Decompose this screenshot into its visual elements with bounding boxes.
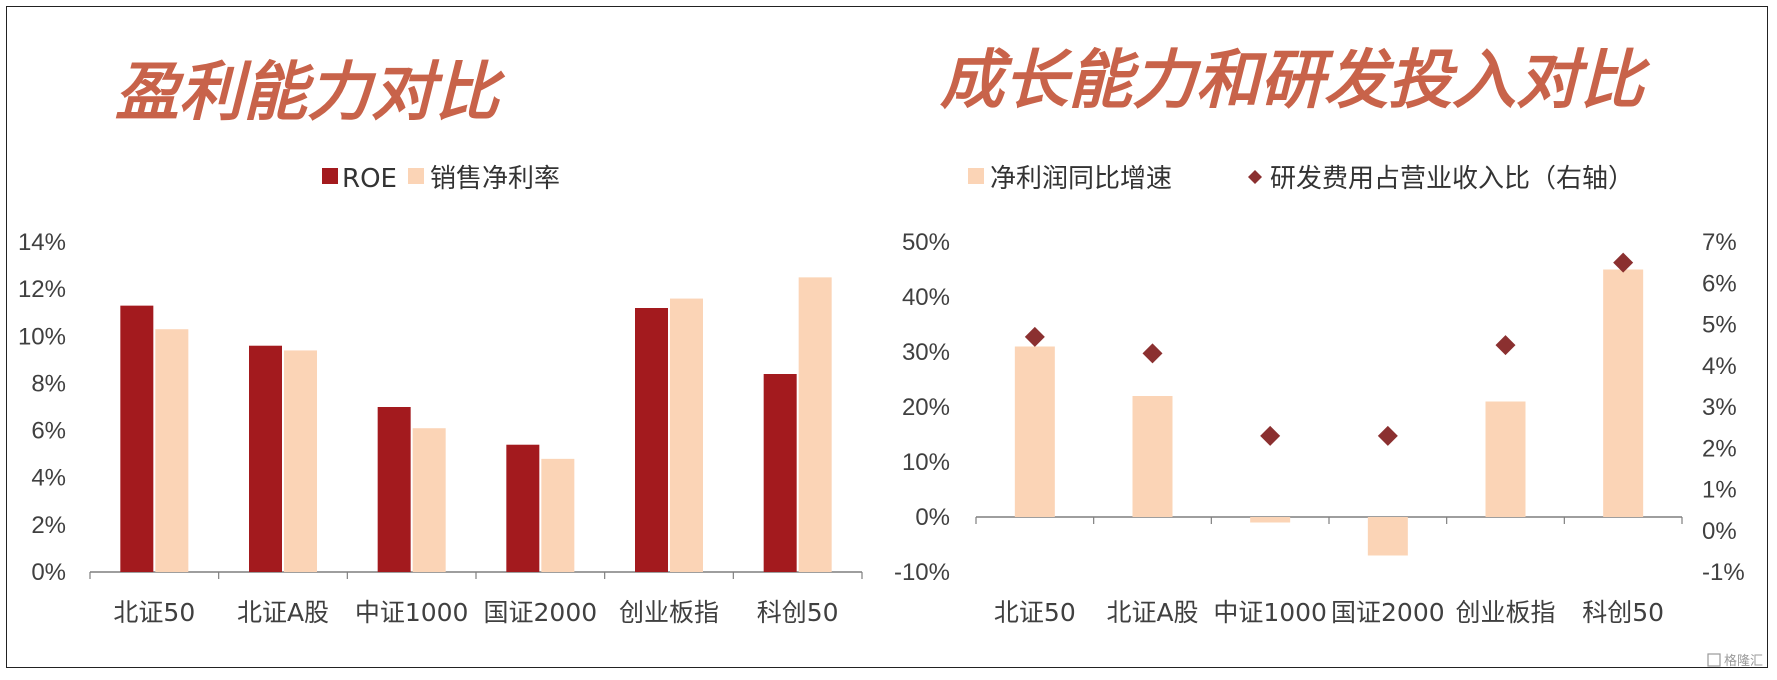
profit-growth-bar — [1014, 346, 1055, 517]
right-chart-right-y-tick-label: 1% — [1702, 477, 1737, 504]
roe-bar — [377, 407, 411, 572]
right-chart-right-y-tick-label: -1% — [1702, 559, 1745, 586]
right-chart-right-y-tick-label: 4% — [1702, 353, 1737, 380]
net-margin-bar — [412, 428, 446, 572]
rd-ratio-point — [1495, 335, 1516, 356]
profit-growth-bar — [1250, 517, 1291, 523]
right-chart-right-y-tick-label: 7% — [1702, 229, 1737, 256]
left-y-tick-label: 10% — [18, 323, 66, 350]
left-y-tick-label: 14% — [18, 229, 66, 256]
roe-bar — [635, 308, 668, 572]
watermark-icon — [1707, 653, 1721, 667]
left-x-category-label: 科创50 — [757, 598, 839, 627]
left-chart-title: 盈利能力对比 — [115, 55, 506, 130]
left-y-tick-label: 0% — [31, 559, 66, 586]
legend-label-rd-ratio: 研发费用占营业收入比（右轴） — [1270, 164, 1634, 194]
right-chart-title: 成长能力和研发投入对比 — [940, 43, 1651, 118]
left-x-category-label: 北证A股 — [237, 598, 329, 627]
left-x-category-label: 中证1000 — [355, 598, 469, 627]
net-margin-bar — [284, 350, 317, 572]
right-x-category-label: 中证1000 — [1213, 598, 1327, 627]
right-x-category-label: 北证50 — [994, 598, 1076, 627]
left-x-category-label: 北证50 — [113, 598, 195, 627]
right-chart-left-y-tick-label: 20% — [902, 394, 950, 421]
right-chart-left-y-tick-label: 10% — [902, 449, 950, 476]
legend-label-net-margin: 销售净利率 — [430, 164, 560, 194]
rd-ratio-point — [1260, 425, 1281, 446]
right-x-category-label: 国证2000 — [1331, 598, 1445, 627]
profit-growth-bar — [1132, 396, 1173, 517]
legend-label-profit-growth: 净利润同比增速 — [990, 164, 1172, 194]
left-x-category-label: 创业板指 — [619, 598, 719, 627]
right-chart-right-y-tick-label: 5% — [1702, 312, 1737, 339]
right-x-category-label: 科创50 — [1582, 598, 1664, 627]
right-x-category-label: 创业板指 — [1455, 598, 1555, 627]
rd-ratio-point — [1613, 252, 1634, 273]
rd-ratio-point — [1142, 343, 1163, 364]
right-chart-left-y-tick-label: 40% — [902, 284, 950, 311]
rd-ratio-point — [1024, 326, 1045, 347]
profit-growth-bar — [1367, 517, 1408, 556]
roe-bar — [763, 374, 797, 572]
watermark: 格隆汇 — [1724, 653, 1763, 668]
left-y-tick-label: 12% — [18, 276, 66, 303]
right-chart-right-y-tick-label: 3% — [1702, 394, 1737, 421]
net-margin-bar — [798, 277, 832, 572]
right-chart-left-y-tick-label: 50% — [902, 229, 950, 256]
right-chart-left-y-tick-label: 0% — [915, 504, 950, 531]
right-chart-right-y-tick-label: 2% — [1702, 435, 1737, 462]
legend-marker-rd-ratio — [1248, 170, 1262, 184]
left-bar-chart: 0% 2% 4% 6% 8% 10% 12% 14% 北证50 北证A股 中证1000 国证2000 创… — [18, 229, 863, 627]
net-margin-bar — [541, 458, 575, 572]
legend-swatch-roe — [322, 168, 338, 184]
right-chart-left-y-tick-label: -10% — [894, 559, 950, 586]
right-chart-right-y-tick-label: 6% — [1702, 270, 1737, 297]
left-y-tick-label: 6% — [31, 418, 66, 445]
roe-bar — [120, 305, 154, 572]
roe-bar — [249, 345, 282, 572]
right-chart-left-y-tick-label: 30% — [902, 339, 950, 366]
net-margin-bar — [670, 298, 703, 572]
left-y-tick-label: 4% — [31, 465, 66, 492]
profit-growth-bar — [1485, 401, 1526, 517]
right-chart-right-y-tick-label: 0% — [1702, 518, 1737, 545]
profit-growth-bar — [1603, 269, 1644, 517]
net-margin-bar — [155, 329, 189, 572]
left-y-tick-label: 2% — [31, 512, 66, 539]
left-x-category-label: 国证2000 — [484, 598, 598, 627]
right-x-category-label: 北证A股 — [1106, 598, 1198, 627]
legend-swatch-net-margin — [408, 168, 424, 184]
legend-swatch-profit-growth — [968, 168, 984, 184]
roe-bar — [506, 444, 540, 572]
rd-ratio-point — [1377, 425, 1398, 446]
right-combo-chart: -10% 0% 10% 20% 30% 40% 50% -1% 0% 1% 2% 3% 4% 5% 6% 7%… — [894, 229, 1745, 627]
left-y-tick-label: 8% — [31, 370, 66, 397]
legend-label-roe: ROE — [342, 164, 397, 194]
